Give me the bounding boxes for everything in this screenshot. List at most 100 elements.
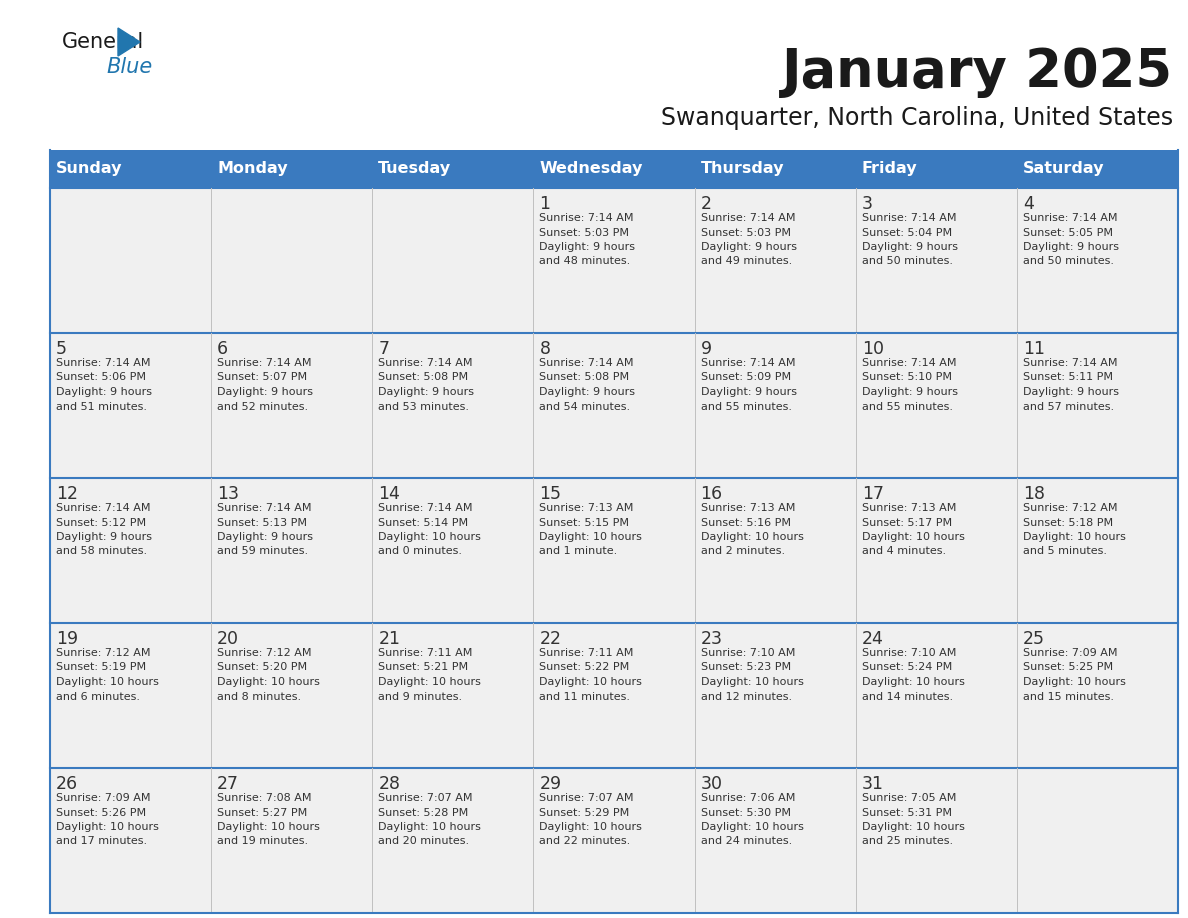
Text: and 12 minutes.: and 12 minutes.	[701, 691, 791, 701]
Text: and 55 minutes.: and 55 minutes.	[701, 401, 791, 411]
Text: Sunrise: 7:14 AM: Sunrise: 7:14 AM	[701, 358, 795, 368]
Text: Sunrise: 7:13 AM: Sunrise: 7:13 AM	[861, 503, 956, 513]
Text: and 52 minutes.: and 52 minutes.	[217, 401, 308, 411]
Text: Sunrise: 7:09 AM: Sunrise: 7:09 AM	[1023, 648, 1118, 658]
Text: 30: 30	[701, 775, 722, 793]
Text: Daylight: 9 hours: Daylight: 9 hours	[539, 242, 636, 252]
Text: Sunrise: 7:13 AM: Sunrise: 7:13 AM	[539, 503, 634, 513]
Text: Daylight: 9 hours: Daylight: 9 hours	[1023, 387, 1119, 397]
Text: Sunset: 5:26 PM: Sunset: 5:26 PM	[56, 808, 146, 818]
Text: and 58 minutes.: and 58 minutes.	[56, 546, 147, 556]
Text: Sunset: 5:27 PM: Sunset: 5:27 PM	[217, 808, 308, 818]
Text: 17: 17	[861, 485, 884, 503]
Text: 15: 15	[539, 485, 562, 503]
Text: Sunset: 5:24 PM: Sunset: 5:24 PM	[861, 663, 952, 673]
Text: 31: 31	[861, 775, 884, 793]
Text: Sunrise: 7:14 AM: Sunrise: 7:14 AM	[217, 503, 311, 513]
Text: Sunrise: 7:11 AM: Sunrise: 7:11 AM	[539, 648, 634, 658]
Text: Daylight: 9 hours: Daylight: 9 hours	[56, 387, 152, 397]
Text: and 17 minutes.: and 17 minutes.	[56, 836, 147, 846]
Text: and 14 minutes.: and 14 minutes.	[861, 691, 953, 701]
Text: Daylight: 9 hours: Daylight: 9 hours	[861, 242, 958, 252]
Text: 28: 28	[378, 775, 400, 793]
Text: and 5 minutes.: and 5 minutes.	[1023, 546, 1107, 556]
Text: Tuesday: Tuesday	[378, 162, 451, 176]
Text: Sunrise: 7:14 AM: Sunrise: 7:14 AM	[861, 213, 956, 223]
Text: and 6 minutes.: and 6 minutes.	[56, 691, 140, 701]
Text: 27: 27	[217, 775, 239, 793]
Text: and 48 minutes.: and 48 minutes.	[539, 256, 631, 266]
Text: Sunset: 5:21 PM: Sunset: 5:21 PM	[378, 663, 468, 673]
Text: Sunrise: 7:06 AM: Sunrise: 7:06 AM	[701, 793, 795, 803]
Text: 29: 29	[539, 775, 562, 793]
Text: Sunset: 5:11 PM: Sunset: 5:11 PM	[1023, 373, 1113, 383]
Text: Daylight: 10 hours: Daylight: 10 hours	[217, 677, 320, 687]
Text: and 50 minutes.: and 50 minutes.	[861, 256, 953, 266]
Text: Sunset: 5:04 PM: Sunset: 5:04 PM	[861, 228, 952, 238]
Text: and 24 minutes.: and 24 minutes.	[701, 836, 792, 846]
Text: Sunset: 5:07 PM: Sunset: 5:07 PM	[217, 373, 308, 383]
Text: Daylight: 10 hours: Daylight: 10 hours	[861, 532, 965, 542]
Text: Sunrise: 7:14 AM: Sunrise: 7:14 AM	[539, 213, 634, 223]
Text: 22: 22	[539, 630, 562, 648]
Text: and 49 minutes.: and 49 minutes.	[701, 256, 792, 266]
Bar	[50, 478, 1178, 623]
Text: Daylight: 9 hours: Daylight: 9 hours	[378, 387, 474, 397]
Text: Sunset: 5:06 PM: Sunset: 5:06 PM	[56, 373, 146, 383]
Bar	[50, 768, 1178, 913]
Text: Sunset: 5:18 PM: Sunset: 5:18 PM	[1023, 518, 1113, 528]
Text: Sunrise: 7:08 AM: Sunrise: 7:08 AM	[217, 793, 311, 803]
Text: Sunrise: 7:14 AM: Sunrise: 7:14 AM	[1023, 358, 1118, 368]
Text: Daylight: 10 hours: Daylight: 10 hours	[539, 677, 643, 687]
Text: 23: 23	[701, 630, 722, 648]
Text: 18: 18	[1023, 485, 1045, 503]
Text: Sunset: 5:14 PM: Sunset: 5:14 PM	[378, 518, 468, 528]
Text: Daylight: 10 hours: Daylight: 10 hours	[378, 822, 481, 832]
Text: Daylight: 10 hours: Daylight: 10 hours	[861, 677, 965, 687]
Polygon shape	[118, 28, 140, 56]
Text: 25: 25	[1023, 630, 1045, 648]
Text: Daylight: 10 hours: Daylight: 10 hours	[539, 822, 643, 832]
Text: 26: 26	[56, 775, 78, 793]
Text: Sunrise: 7:07 AM: Sunrise: 7:07 AM	[378, 793, 473, 803]
Text: Daylight: 10 hours: Daylight: 10 hours	[56, 822, 159, 832]
Text: 1: 1	[539, 195, 550, 213]
Text: and 53 minutes.: and 53 minutes.	[378, 401, 469, 411]
Text: 21: 21	[378, 630, 400, 648]
Text: Sunset: 5:25 PM: Sunset: 5:25 PM	[1023, 663, 1113, 673]
Text: Sunset: 5:28 PM: Sunset: 5:28 PM	[378, 808, 468, 818]
Text: Daylight: 10 hours: Daylight: 10 hours	[378, 532, 481, 542]
Text: Daylight: 9 hours: Daylight: 9 hours	[861, 387, 958, 397]
Text: and 57 minutes.: and 57 minutes.	[1023, 401, 1114, 411]
Text: Sunset: 5:15 PM: Sunset: 5:15 PM	[539, 518, 630, 528]
Text: Daylight: 10 hours: Daylight: 10 hours	[861, 822, 965, 832]
Text: Sunrise: 7:14 AM: Sunrise: 7:14 AM	[378, 358, 473, 368]
Text: Sunrise: 7:14 AM: Sunrise: 7:14 AM	[539, 358, 634, 368]
Text: Sunset: 5:19 PM: Sunset: 5:19 PM	[56, 663, 146, 673]
Text: 16: 16	[701, 485, 722, 503]
Text: Sunset: 5:22 PM: Sunset: 5:22 PM	[539, 663, 630, 673]
Text: Daylight: 10 hours: Daylight: 10 hours	[701, 532, 803, 542]
Text: Sunrise: 7:14 AM: Sunrise: 7:14 AM	[701, 213, 795, 223]
Text: and 2 minutes.: and 2 minutes.	[701, 546, 785, 556]
Text: Sunrise: 7:05 AM: Sunrise: 7:05 AM	[861, 793, 956, 803]
Text: and 15 minutes.: and 15 minutes.	[1023, 691, 1114, 701]
Text: 10: 10	[861, 340, 884, 358]
Bar	[50, 188, 1178, 333]
Text: and 22 minutes.: and 22 minutes.	[539, 836, 631, 846]
Text: Daylight: 9 hours: Daylight: 9 hours	[217, 387, 314, 397]
Text: and 0 minutes.: and 0 minutes.	[378, 546, 462, 556]
Text: Daylight: 9 hours: Daylight: 9 hours	[56, 532, 152, 542]
Text: Daylight: 9 hours: Daylight: 9 hours	[701, 242, 797, 252]
Text: and 55 minutes.: and 55 minutes.	[861, 401, 953, 411]
Text: 11: 11	[1023, 340, 1045, 358]
Text: 9: 9	[701, 340, 712, 358]
Text: Daylight: 10 hours: Daylight: 10 hours	[56, 677, 159, 687]
Text: 8: 8	[539, 340, 550, 358]
Text: Sunset: 5:13 PM: Sunset: 5:13 PM	[217, 518, 308, 528]
Text: Daylight: 9 hours: Daylight: 9 hours	[1023, 242, 1119, 252]
Text: 13: 13	[217, 485, 239, 503]
Bar	[50, 623, 1178, 768]
Text: Sunrise: 7:10 AM: Sunrise: 7:10 AM	[701, 648, 795, 658]
Text: Sunrise: 7:14 AM: Sunrise: 7:14 AM	[378, 503, 473, 513]
